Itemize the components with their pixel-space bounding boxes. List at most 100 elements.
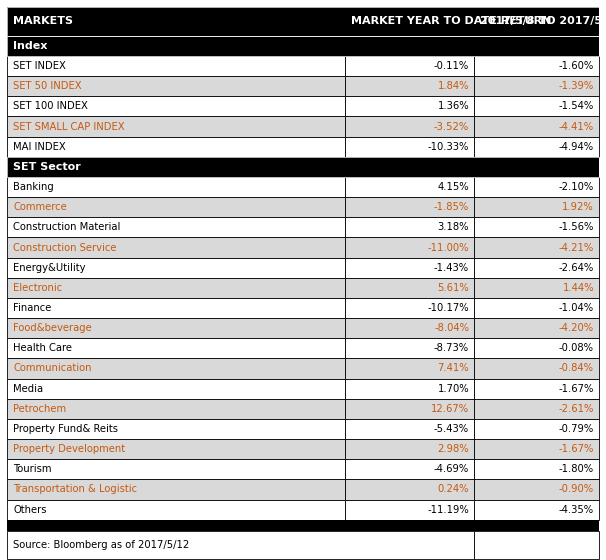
- Bar: [7, 157, 599, 177]
- Text: Food&beverage: Food&beverage: [13, 323, 92, 333]
- Text: Media: Media: [13, 384, 44, 394]
- Text: -4.41%: -4.41%: [559, 122, 594, 132]
- Bar: [345, 177, 474, 197]
- Bar: [7, 237, 345, 258]
- Bar: [345, 318, 474, 338]
- Bar: [474, 318, 599, 338]
- Text: -10.17%: -10.17%: [427, 303, 469, 313]
- Bar: [7, 197, 345, 217]
- Bar: [345, 399, 474, 419]
- Bar: [474, 399, 599, 419]
- Text: 1.44%: 1.44%: [562, 283, 594, 293]
- Bar: [474, 96, 599, 116]
- Bar: [7, 137, 345, 157]
- Bar: [345, 479, 474, 500]
- Text: SET 100 INDEX: SET 100 INDEX: [13, 101, 88, 111]
- Text: -1.39%: -1.39%: [559, 81, 594, 91]
- Text: -8.04%: -8.04%: [434, 323, 469, 333]
- Text: -4.35%: -4.35%: [559, 505, 594, 515]
- Bar: [474, 500, 599, 520]
- Text: Communication: Communication: [13, 363, 92, 374]
- Bar: [345, 137, 474, 157]
- Text: 12.67%: 12.67%: [431, 404, 469, 414]
- Text: MAI INDEX: MAI INDEX: [13, 142, 66, 152]
- Bar: [7, 479, 345, 500]
- Bar: [345, 76, 474, 96]
- Text: SET INDEX: SET INDEX: [13, 61, 66, 71]
- Text: -1.43%: -1.43%: [434, 263, 469, 273]
- Text: -1.56%: -1.56%: [559, 222, 594, 232]
- Text: -1.67%: -1.67%: [559, 444, 594, 454]
- Bar: [474, 237, 599, 258]
- Text: Transportation & Logistic: Transportation & Logistic: [13, 484, 138, 494]
- Bar: [345, 338, 474, 358]
- Bar: [474, 459, 599, 479]
- Text: -2.10%: -2.10%: [559, 182, 594, 192]
- Bar: [345, 278, 474, 298]
- Text: Electronic: Electronic: [13, 283, 62, 293]
- Bar: [7, 116, 345, 137]
- Bar: [345, 500, 474, 520]
- Text: 7.41%: 7.41%: [438, 363, 469, 374]
- Text: -11.00%: -11.00%: [428, 242, 469, 253]
- Text: -1.04%: -1.04%: [559, 303, 594, 313]
- Text: 5.61%: 5.61%: [438, 283, 469, 293]
- Text: SET 50 INDEX: SET 50 INDEX: [13, 81, 82, 91]
- Text: 3.18%: 3.18%: [438, 222, 469, 232]
- Text: -10.33%: -10.33%: [428, 142, 469, 152]
- Text: -4.94%: -4.94%: [559, 142, 594, 152]
- Bar: [7, 76, 345, 96]
- Bar: [474, 479, 599, 500]
- Text: -0.84%: -0.84%: [559, 363, 594, 374]
- Text: MARKET YEAR TO DATE RETURN: MARKET YEAR TO DATE RETURN: [351, 16, 552, 26]
- Bar: [345, 419, 474, 439]
- Bar: [7, 7, 599, 36]
- Bar: [474, 338, 599, 358]
- Bar: [7, 278, 345, 298]
- Bar: [474, 217, 599, 237]
- Bar: [345, 439, 474, 459]
- Bar: [7, 157, 599, 177]
- Bar: [474, 137, 599, 157]
- Bar: [345, 96, 474, 116]
- Bar: [474, 197, 599, 217]
- Text: SET Sector: SET Sector: [13, 162, 81, 172]
- Bar: [7, 217, 345, 237]
- Text: -4.20%: -4.20%: [559, 323, 594, 333]
- Bar: [7, 298, 345, 318]
- Text: Energy&Utility: Energy&Utility: [13, 263, 86, 273]
- Bar: [474, 298, 599, 318]
- Bar: [7, 338, 345, 358]
- Text: -3.52%: -3.52%: [434, 122, 469, 132]
- Bar: [7, 36, 599, 56]
- Bar: [474, 76, 599, 96]
- Text: 2.98%: 2.98%: [438, 444, 469, 454]
- Text: Property Fund& Reits: Property Fund& Reits: [13, 424, 118, 434]
- Bar: [474, 116, 599, 137]
- Bar: [345, 237, 474, 258]
- Text: 1.70%: 1.70%: [438, 384, 469, 394]
- Bar: [474, 531, 599, 559]
- Text: -1.54%: -1.54%: [559, 101, 594, 111]
- Text: -2.61%: -2.61%: [559, 404, 594, 414]
- Bar: [7, 520, 599, 531]
- Text: Others: Others: [13, 505, 47, 515]
- Bar: [7, 36, 599, 56]
- Text: Construction Service: Construction Service: [13, 242, 117, 253]
- Text: 0.24%: 0.24%: [438, 484, 469, 494]
- Bar: [7, 318, 345, 338]
- Text: -1.80%: -1.80%: [559, 464, 594, 474]
- Bar: [345, 197, 474, 217]
- Bar: [345, 258, 474, 278]
- Bar: [345, 379, 474, 399]
- Text: -1.67%: -1.67%: [559, 384, 594, 394]
- Bar: [7, 531, 474, 559]
- Text: 1.92%: 1.92%: [562, 202, 594, 212]
- Text: Health Care: Health Care: [13, 343, 72, 353]
- Text: Property Development: Property Development: [13, 444, 125, 454]
- Text: Tourism: Tourism: [13, 464, 52, 474]
- Text: -1.60%: -1.60%: [559, 61, 594, 71]
- Bar: [7, 258, 345, 278]
- Text: 4.15%: 4.15%: [438, 182, 469, 192]
- Text: Construction Material: Construction Material: [13, 222, 121, 232]
